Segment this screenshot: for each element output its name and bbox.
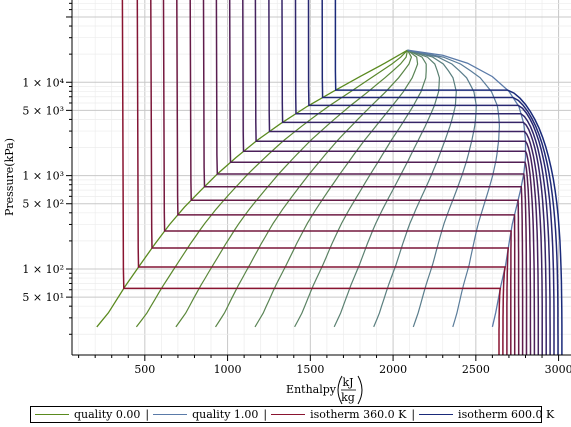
series-isotherm-line [321, 0, 559, 355]
y-tick-label: 1 × 10² [22, 263, 64, 276]
legend-separator: | [411, 408, 416, 421]
x-axis-label-paren-right [357, 375, 363, 405]
x-axis-label-text: Enthalpy [286, 383, 337, 396]
series-isotherm-line [254, 0, 540, 355]
x-tick-label: 500 [134, 363, 155, 376]
x-axis-label-paren-left [337, 375, 343, 405]
series-isotherm-line [162, 0, 512, 355]
axes [66, 0, 571, 361]
series-quality-line [175, 50, 409, 328]
legend-item-quality-1: quality 1.00 [149, 408, 263, 421]
series-isotherm-line [189, 0, 520, 355]
tick-labels: 500 1000 1500 2000 2500 3000 5 × 10¹ 1 × 10² 5 ×… [22, 76, 571, 376]
series-quality-line [135, 49, 408, 328]
legend-separator: | [263, 408, 268, 421]
series-isotherm-line [242, 0, 536, 355]
series-isotherm-line [334, 0, 563, 355]
legend: quality 0.00 | quality 1.00 | isotherm 3… [30, 406, 554, 423]
series-quality-line [333, 49, 441, 328]
series-isotherm-line [294, 0, 551, 355]
y-axis-label: Pressure(kPa) [3, 138, 16, 216]
legend-label-isotherm-360: isotherm 360.0 K [310, 408, 407, 421]
y-tick-label: 1 × 10³ [22, 170, 64, 183]
legend-swatch-isotherm-600 [419, 414, 454, 415]
series-quality-line [254, 49, 419, 328]
x-axis-label: Enthalpy kJ kg [286, 375, 363, 405]
legend-label-quality-1: quality 1.00 [192, 408, 259, 421]
y-tick-label: 5 × 10³ [22, 104, 64, 117]
x-tick-label: 3000 [545, 363, 571, 376]
series-isotherm-line [121, 0, 502, 355]
legend-label-isotherm-600: isotherm 600.0 K [458, 408, 555, 421]
grid [72, 0, 571, 355]
x-tick-label: 2000 [379, 363, 407, 376]
x-axis-label-unit-num: kJ [342, 376, 353, 389]
series-isotherm-line [281, 0, 547, 355]
series-quality-line [294, 49, 427, 328]
legend-item-isotherm-360: isotherm 360.0 K [267, 408, 411, 421]
x-axis-label-unit-den: kg [341, 391, 355, 404]
series-quality-line [407, 49, 501, 328]
series-quality-line [373, 49, 457, 328]
series-isotherm-line [150, 0, 510, 355]
series-isotherm-line [228, 0, 532, 355]
legend-label-quality-0: quality 0.00 [74, 408, 141, 421]
legend-separator: | [145, 408, 150, 421]
series-isotherm-line [268, 0, 543, 355]
series-isotherm-line [215, 0, 528, 355]
legend-swatch-quality-0 [35, 414, 69, 415]
x-tick-label: 1000 [214, 363, 242, 376]
series-isotherm-line [307, 0, 555, 355]
y-tick-label: 5 × 10¹ [22, 291, 64, 304]
legend-item-isotherm-600: isotherm 600.0 K [415, 408, 559, 421]
series-quality-line [214, 49, 413, 328]
x-tick-label: 2500 [462, 363, 490, 376]
curves [96, 0, 563, 355]
legend-swatch-quality-1 [153, 414, 188, 415]
series-quality-0-line [96, 49, 408, 328]
y-tick-label: 1 × 10⁴ [22, 76, 64, 89]
series-isotherm-line [136, 0, 507, 355]
series-isotherm-line [202, 0, 524, 355]
series-quality-line [407, 49, 477, 328]
x-tick-label: 1500 [296, 363, 324, 376]
y-tick-label: 5 × 10² [22, 198, 64, 211]
series-isotherm-line [176, 0, 516, 355]
legend-item-quality-0: quality 0.00 [31, 408, 145, 421]
legend-swatch-isotherm-360 [271, 414, 306, 415]
